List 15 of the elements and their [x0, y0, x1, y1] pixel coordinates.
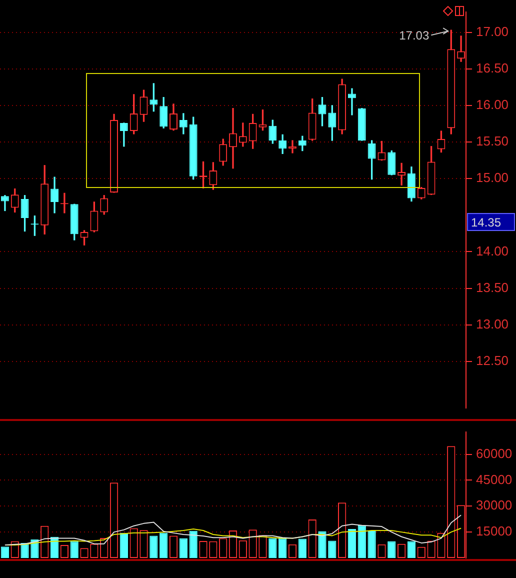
y-tick-label: 13.00 [476, 316, 509, 332]
y-tick-label: 12.50 [476, 352, 509, 368]
y-tick-label: 30000 [476, 498, 512, 513]
y-tick-label: 16.50 [476, 60, 509, 76]
text: 14.35 [471, 215, 502, 230]
y-tick-label: 15000 [476, 524, 512, 539]
y-tick-label: 14.00 [476, 243, 509, 258]
y-tick-label: 17.00 [476, 24, 509, 39]
y-tick-label: 45000 [476, 472, 512, 487]
y-tick-label: 15.00 [476, 170, 509, 186]
y-tick-label: 60000 [476, 446, 512, 461]
y-tick-label: 15.50 [476, 134, 509, 149]
y-tick-label: 13.50 [476, 280, 509, 295]
annotation: 17.03 [399, 28, 430, 42]
y-tick-label: 16.00 [476, 96, 509, 112]
